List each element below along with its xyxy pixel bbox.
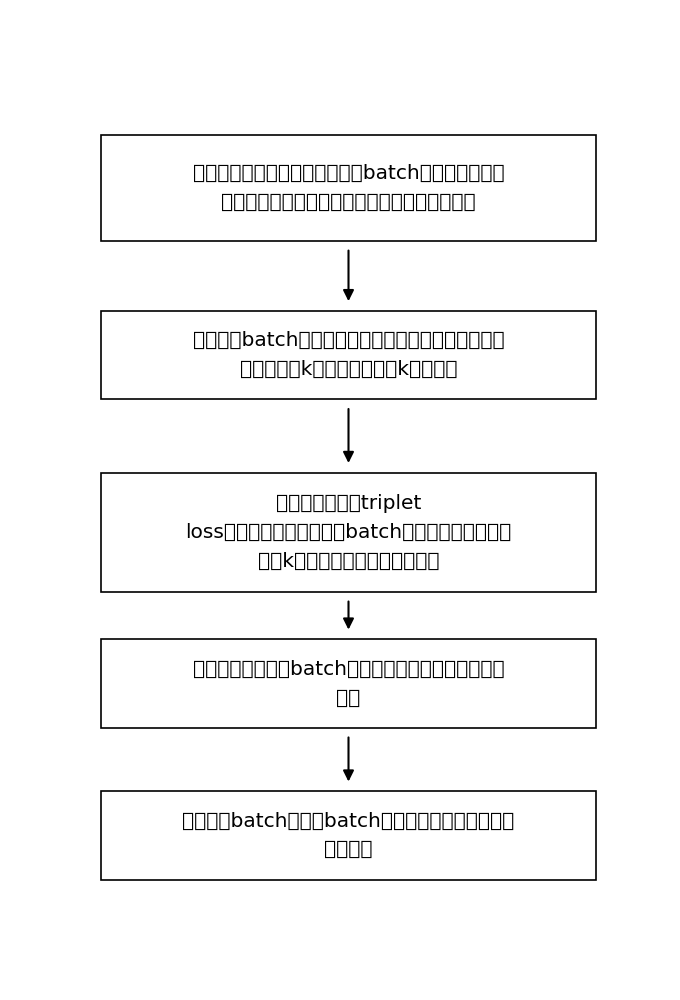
Text: 将目标域batch和源域batch送入域对抗网络，进行域
对齐操作: 将目标域batch和源域batch送入域对抗网络，进行域 对齐操作 <box>182 812 515 859</box>
Bar <box>101 473 596 592</box>
Text: 随机抽取目标域样本构成目标域batch，依次送入特征
提取器和多分类器，对输出值进行熵最小化操作: 随机抽取目标域样本构成目标域batch，依次送入特征 提取器和多分类器，对输出值… <box>192 164 505 212</box>
Bar <box>101 135 596 241</box>
Bar <box>101 311 596 399</box>
Bar <box>101 791 596 880</box>
Text: 将目标域batch样本提取到的特征送入多二分类器，根
据输出确定k个临界样本以及k对相似类: 将目标域batch样本提取到的特征送入多二分类器，根 据输出确定k个临界样本以及… <box>192 331 505 379</box>
Text: 利用三元组损失triplet
loss筛选有效样本构建源域batch，在源域的度量空间
中对k对相似类样本进行度量学习: 利用三元组损失triplet loss筛选有效样本构建源域batch，在源域的度… <box>186 494 511 571</box>
Text: 通过提取好的源域batch样本来训练多二分类器和多分
类器: 通过提取好的源域batch样本来训练多二分类器和多分 类器 <box>192 660 505 707</box>
Bar <box>101 639 596 728</box>
